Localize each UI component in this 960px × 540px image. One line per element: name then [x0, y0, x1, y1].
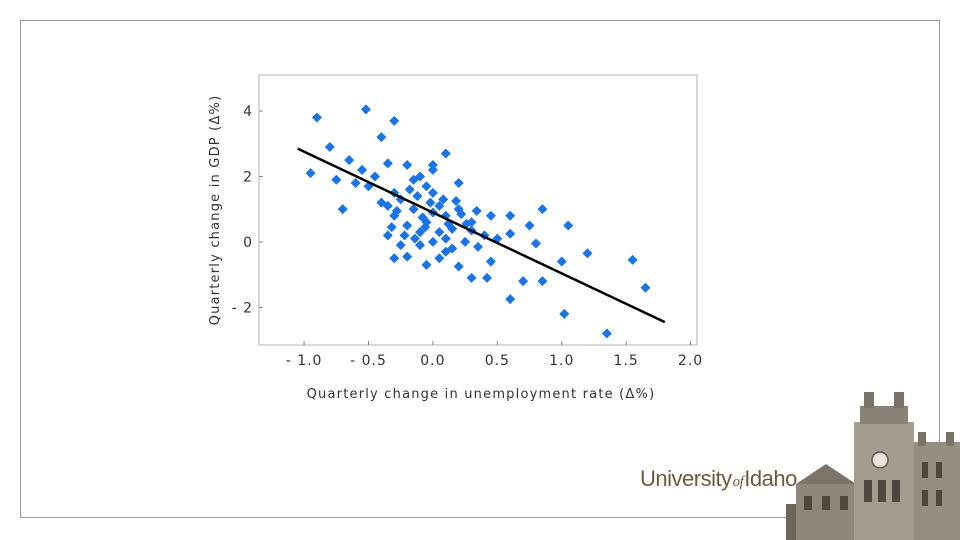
scatter-point: [473, 241, 483, 252]
x-tick-label: - 1.0: [286, 353, 323, 369]
scatter-point: [440, 246, 451, 257]
scatter-point: [453, 261, 464, 272]
scatter-point: [305, 168, 316, 179]
plot-area-frame: [258, 74, 698, 346]
scatter-point: [505, 210, 516, 221]
scatter-point: [402, 220, 413, 231]
regression-line: [297, 147, 666, 324]
scatter-point: [524, 220, 535, 231]
y-tick-label: 2: [243, 169, 253, 185]
scatter-point: [415, 171, 426, 182]
x-tick-label: 2.0: [678, 353, 703, 369]
scatter-point: [395, 240, 406, 251]
y-tick-label: 0: [243, 235, 253, 251]
scatter-point: [337, 204, 348, 215]
scatter-point: [415, 240, 426, 251]
scatter-point: [425, 197, 436, 208]
scatter-point: [582, 248, 593, 259]
scatter-point: [427, 236, 438, 247]
scatter-point: [451, 196, 462, 206]
scatter-point: [386, 222, 397, 233]
points-layer: [305, 104, 651, 339]
logo-word-idaho: Idaho: [744, 466, 797, 491]
logo-word-university: University: [640, 466, 732, 491]
x-axis-label: Quarterly change in unemployment rate (Δ…: [307, 387, 656, 402]
scatter-point: [434, 253, 445, 264]
scatter-point: [537, 276, 548, 287]
logo-word-of: of: [732, 474, 744, 490]
scatter-point: [360, 104, 371, 115]
scatter-point: [421, 181, 432, 192]
scatter-point: [399, 230, 410, 241]
scatter-point: [350, 178, 361, 188]
scatter-point: [556, 256, 567, 267]
y-tick-label: - 2: [232, 300, 253, 316]
scatter-point: [402, 251, 413, 262]
scatter-point: [376, 132, 387, 143]
x-tick-label: 0.5: [485, 353, 510, 369]
scatter-point: [505, 228, 516, 239]
scatter-point: [640, 282, 651, 293]
scatter-point: [466, 272, 477, 283]
scatter-point: [601, 328, 612, 339]
scatter-point: [417, 212, 428, 223]
scatter-point: [382, 158, 393, 169]
x-tick-label: - 0.5: [350, 353, 387, 369]
scatter-point: [391, 205, 402, 216]
scatter-point: [485, 256, 496, 267]
scatter-point: [518, 276, 529, 287]
scatter-point: [369, 171, 380, 182]
scatter-point: [427, 160, 438, 170]
scatter-point: [440, 148, 451, 159]
scatter-point: [505, 294, 516, 305]
scatter-point: [530, 238, 541, 249]
scatter-point: [537, 204, 548, 215]
y-tick-label: 4: [243, 104, 253, 120]
scatter-point: [440, 233, 451, 244]
x-tick-label: 1.5: [614, 353, 639, 369]
scatter-point: [438, 194, 449, 205]
scatter-point: [627, 254, 638, 265]
scatter-point: [420, 222, 431, 233]
scatter-point: [434, 200, 445, 211]
scatter-point: [408, 204, 419, 215]
scatter-point: [311, 112, 322, 123]
scatter-point: [460, 236, 471, 247]
scatter-point: [453, 178, 464, 188]
scatter-point: [482, 272, 493, 283]
ticks-layer: - 1.0 - 0.5 0.0 0.5 1.0 1.5 2.0 - 2 0 2 4: [232, 104, 703, 369]
scatter-point: [559, 308, 570, 319]
scatter-point: [344, 155, 355, 166]
scatter-point: [389, 115, 400, 126]
slide-frame: [20, 20, 940, 518]
university-logo: UniversityofIdaho: [640, 466, 797, 492]
scatter-point: [415, 227, 426, 238]
scatter-point: [376, 197, 387, 208]
scatter-point: [485, 210, 496, 221]
scatter-point: [331, 174, 342, 185]
scatter-point: [404, 184, 415, 195]
scatter-point: [412, 191, 423, 202]
scatter-point: [421, 259, 432, 270]
scatter-point: [434, 227, 445, 238]
scatter-point: [382, 230, 393, 241]
x-tick-label: 0.0: [420, 353, 445, 369]
y-axis-label: Quarterly change in GDP (Δ%): [208, 95, 223, 326]
scatter-point: [324, 142, 335, 152]
scatter-point: [389, 253, 400, 264]
scatter-point: [563, 220, 574, 231]
scatter-point: [402, 160, 413, 170]
scatter-point: [471, 205, 482, 216]
scatter-point: [357, 164, 368, 175]
building-illustration: [786, 392, 960, 540]
scatter-point: [427, 187, 438, 198]
scatter-point: [456, 209, 467, 220]
scatter-point: [409, 233, 420, 244]
x-tick-label: 1.0: [549, 353, 574, 369]
